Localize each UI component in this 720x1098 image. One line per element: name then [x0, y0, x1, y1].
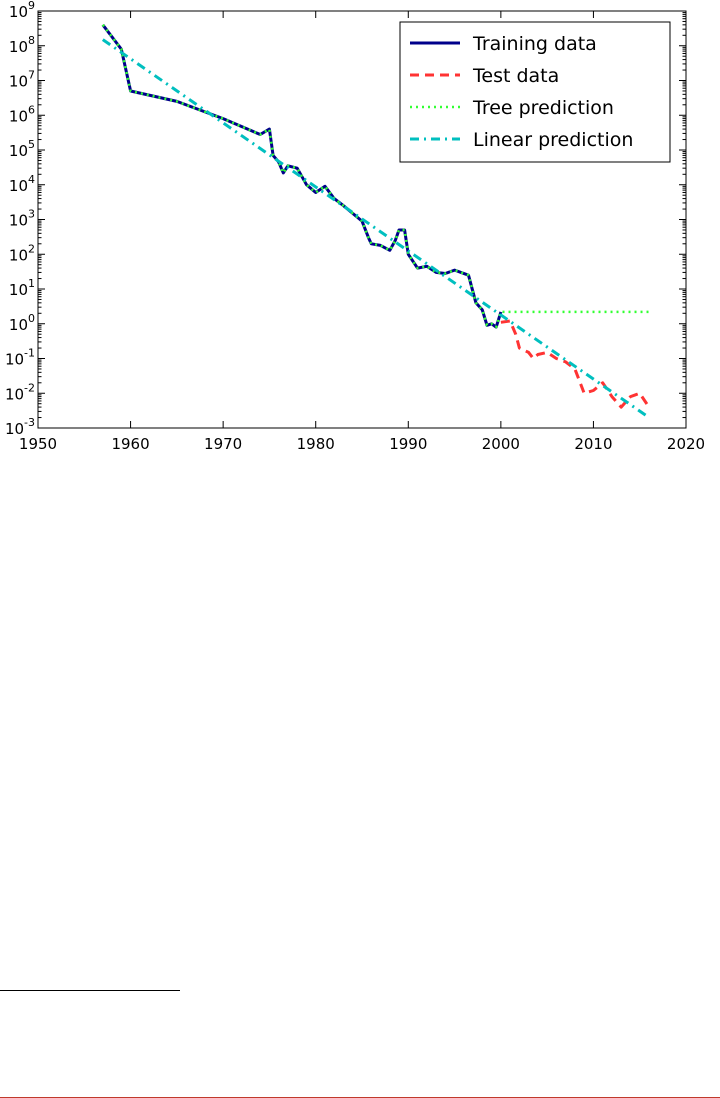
y-tick-label: 105: [9, 138, 35, 160]
y-tick-label: 108: [9, 34, 35, 56]
y-tick-label: 10-3: [5, 416, 35, 438]
legend-label: Test data: [472, 65, 559, 87]
legend: Training data Test data Tree prediction Lin…: [399, 21, 671, 163]
series-lines: [101, 23, 651, 419]
y-tick-label: 100: [9, 312, 35, 334]
x-tick-label: 2000: [482, 435, 520, 453]
x-tick-label: 1990: [389, 435, 427, 453]
y-tick-label: 104: [9, 173, 35, 195]
legend-label: Tree prediction: [472, 97, 614, 119]
y-tick-label: 106: [9, 103, 35, 125]
x-tick-label: 1980: [297, 435, 335, 453]
axis-ticks: 1950 1960 1970 1980 1990 2000 2010 2020 10-3 10-2…: [5, 0, 705, 453]
legend-label: Training data: [472, 33, 597, 55]
footnote-rule: [0, 990, 180, 991]
x-tick-label: 2010: [574, 435, 612, 453]
y-tick-label: 107: [9, 69, 35, 91]
y-tick-label: 10-2: [5, 381, 35, 403]
y-tick-label: 101: [9, 277, 35, 299]
series-line-linear-prediction: [101, 38, 650, 419]
y-tick-label: 10-1: [5, 347, 35, 369]
x-tick-label: 1950: [19, 435, 57, 453]
series-line-tree-prediction: [101, 24, 649, 329]
y-tick-label: 103: [9, 208, 35, 230]
series-line-test-data: [500, 319, 651, 409]
x-tick-label: 2020: [667, 435, 705, 453]
y-tick-label: 102: [9, 242, 35, 264]
legend-label: Linear prediction: [473, 129, 633, 151]
y-tick-label: 109: [9, 0, 35, 21]
chart: 1950 1960 1970 1980 1990 2000 2010 2020 10-3 10-2…: [5, 0, 705, 453]
x-tick-label: 1960: [111, 435, 149, 453]
x-tick-label: 1970: [204, 435, 242, 453]
